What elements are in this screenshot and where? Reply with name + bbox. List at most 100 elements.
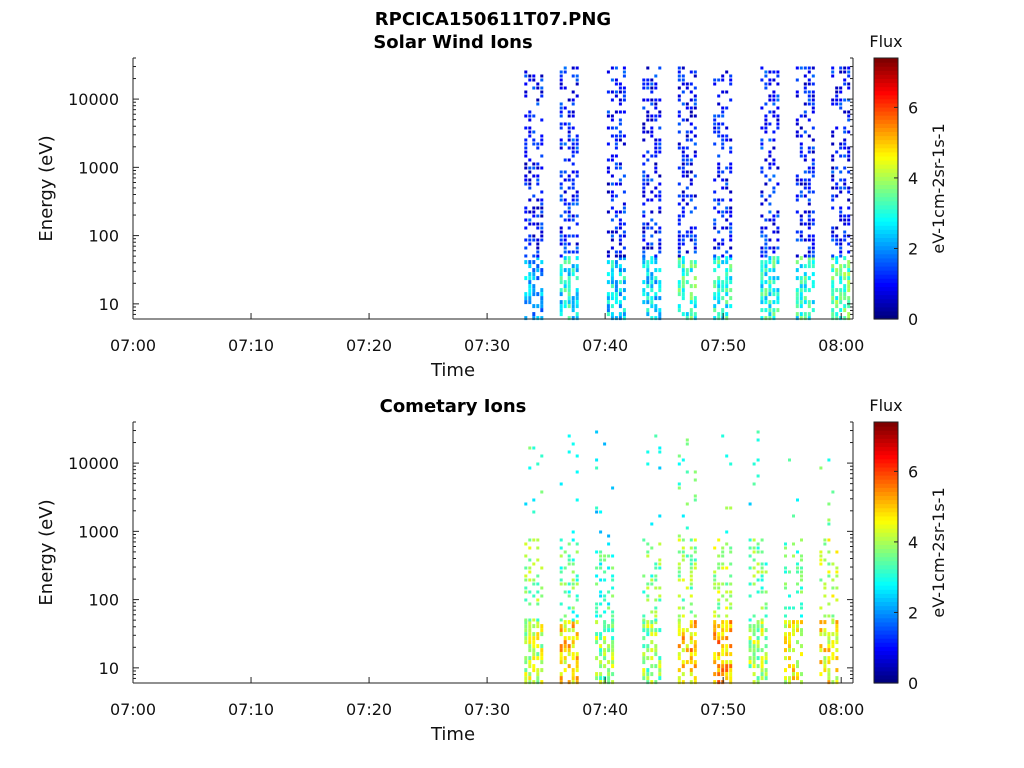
- flux-cell: [575, 660, 579, 665]
- flux-cell: [677, 304, 681, 309]
- flux-cell: [792, 648, 795, 653]
- flux-cell: [571, 606, 575, 610]
- flux-cell: [835, 268, 839, 273]
- colorbar-band: [874, 642, 898, 647]
- flux-cell: [650, 256, 654, 261]
- flux-cell: [614, 300, 618, 305]
- flux-cell: [642, 162, 646, 166]
- flux-cell: [803, 210, 807, 214]
- spectrogram-cells: [524, 430, 839, 685]
- flux-cell: [839, 272, 843, 277]
- flux-cell: [610, 190, 614, 194]
- flux-cell: [610, 182, 614, 186]
- flux-cell: [599, 648, 603, 653]
- flux-cell: [689, 574, 693, 578]
- flux-cell: [772, 280, 776, 285]
- flux-cell: [532, 562, 536, 566]
- flux-cell: [768, 300, 772, 305]
- flux-cell: [807, 218, 811, 222]
- colorbar-label: Flux: [869, 32, 902, 51]
- colorbar-band: [874, 115, 898, 120]
- flux-cell: [622, 230, 626, 234]
- flux-cell: [646, 280, 650, 285]
- flux-cell: [725, 598, 729, 602]
- x-tick-label: 07:10: [228, 336, 274, 355]
- flux-cell: [571, 178, 575, 182]
- colorbar-band: [874, 196, 898, 202]
- flux-cell: [571, 194, 575, 198]
- flux-cell: [654, 292, 658, 297]
- flux-cell: [768, 150, 772, 154]
- flux-cell: [524, 292, 528, 297]
- flux-cell: [559, 660, 563, 665]
- flux-cell: [599, 578, 603, 582]
- flux-cell: [654, 620, 658, 625]
- flux-cell: [689, 162, 693, 166]
- flux-cell: [713, 238, 717, 242]
- flux-cell: [847, 242, 851, 246]
- flux-cell: [642, 174, 646, 178]
- flux-cell: [693, 558, 697, 562]
- flux-cell: [571, 154, 575, 158]
- flux-cell: [693, 538, 697, 542]
- flux-cell: [677, 264, 681, 269]
- flux-cell: [839, 86, 843, 90]
- flux-cell: [575, 264, 579, 269]
- flux-cell: [721, 308, 725, 313]
- flux-cell: [532, 644, 536, 649]
- flux-cell: [831, 280, 835, 285]
- flux-cell: [532, 288, 536, 293]
- flux-cell: [681, 78, 685, 82]
- flux-cell: [811, 254, 815, 258]
- flux-cell: [729, 256, 733, 261]
- flux-cell: [772, 276, 776, 281]
- flux-cell: [807, 300, 811, 305]
- flux-cell: [610, 206, 614, 210]
- flux-cell: [843, 238, 847, 242]
- flux-cell: [532, 292, 536, 297]
- flux-cell: [807, 234, 811, 238]
- flux-cell: [524, 150, 528, 154]
- flux-cell: [729, 582, 733, 586]
- flux-cell: [748, 656, 752, 661]
- flux-cell: [721, 186, 725, 190]
- flux-cell: [618, 304, 622, 309]
- flux-cell: [528, 264, 532, 269]
- flux-cell: [681, 554, 685, 558]
- flux-cell: [677, 676, 681, 681]
- flux-cell: [559, 230, 563, 234]
- flux-cell: [847, 222, 851, 226]
- flux-cell: [831, 166, 835, 170]
- flux-cell: [610, 238, 614, 242]
- x-tick-label: 08:00: [818, 700, 864, 719]
- flux-cell: [831, 154, 835, 158]
- flux-cell: [847, 272, 851, 277]
- flux-cell: [575, 676, 579, 681]
- flux-cell: [642, 214, 646, 218]
- flux-cell: [677, 182, 681, 186]
- flux-cell: [563, 288, 567, 293]
- flux-cell: [799, 214, 803, 218]
- flux-cell: [606, 182, 610, 186]
- flux-cell: [642, 300, 646, 305]
- flux-cell: [540, 260, 544, 265]
- flux-cell: [658, 150, 662, 154]
- flux-cell: [677, 284, 681, 289]
- flux-cell: [540, 210, 544, 214]
- flux-cell: [606, 70, 610, 74]
- flux-cell: [650, 226, 654, 230]
- flux-cell: [796, 660, 799, 665]
- flux-cell: [799, 238, 803, 242]
- flux-cell: [646, 276, 650, 281]
- flux-cell: [559, 672, 563, 677]
- flux-cell: [559, 214, 563, 218]
- flux-cell: [681, 238, 685, 242]
- flux-cell: [571, 146, 575, 150]
- flux-cell: [540, 300, 544, 305]
- colorbar-band: [874, 544, 898, 550]
- flux-cell: [823, 664, 827, 669]
- flux-cell: [827, 660, 831, 665]
- flux-cell: [811, 90, 815, 94]
- flux-cell: [764, 122, 768, 126]
- flux-cell: [725, 648, 729, 653]
